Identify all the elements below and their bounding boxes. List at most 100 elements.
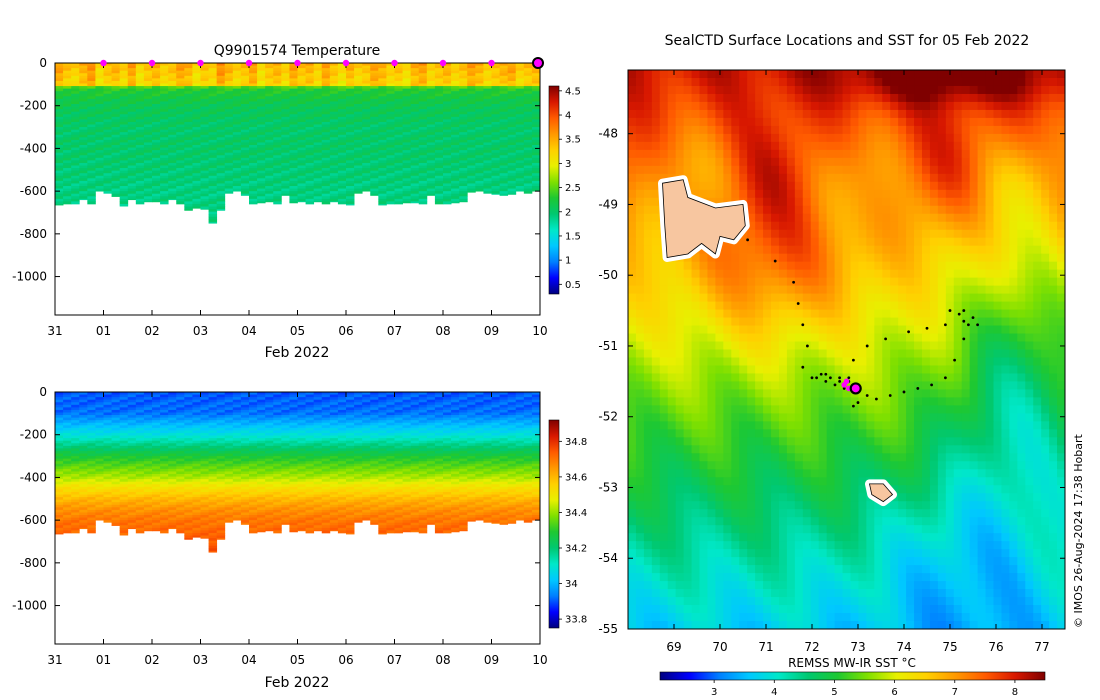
profile-cell <box>127 178 137 182</box>
profile-cell <box>337 114 347 118</box>
profile-cell <box>265 397 274 401</box>
profile-cell <box>426 173 436 177</box>
profile-cell <box>216 504 226 508</box>
profile-cell <box>87 78 96 82</box>
profile-cell <box>483 147 492 151</box>
profile-cell <box>443 134 452 138</box>
profile-cell <box>515 109 525 113</box>
profile-cell <box>87 504 96 508</box>
profile-cell <box>443 121 452 125</box>
profile-cell <box>135 132 145 136</box>
profile-cell <box>103 392 112 395</box>
profile-cell <box>79 484 88 488</box>
profile-cell <box>200 75 209 79</box>
profile-cell <box>240 150 250 154</box>
profile-cell <box>143 484 153 488</box>
profile-cell <box>160 445 169 449</box>
profile-cell <box>103 479 112 483</box>
profile-cell <box>216 73 226 77</box>
profile-cell <box>168 417 177 421</box>
profile-cell <box>305 65 315 69</box>
profile-cell <box>467 124 476 128</box>
profile-cell <box>378 63 387 66</box>
profile-cell <box>176 170 185 174</box>
profile-cell <box>216 134 226 138</box>
profile-cell <box>87 65 96 69</box>
profile-cell <box>410 83 420 87</box>
profile-cell <box>346 68 355 72</box>
profile-cell <box>249 160 258 164</box>
profile-cell <box>289 73 298 77</box>
profile-cell <box>257 412 266 416</box>
profile-cell <box>475 160 484 164</box>
profile-cell <box>531 178 541 182</box>
colorbar-tick-label: 0.5 <box>565 280 581 291</box>
profile-cell <box>321 127 331 131</box>
profile-cell <box>168 525 177 529</box>
profile-cell <box>289 191 298 195</box>
profile-cell <box>63 134 72 138</box>
profile-cell <box>265 137 274 141</box>
profile-cell <box>451 88 460 92</box>
profile-cell <box>402 116 412 120</box>
profile-cell <box>168 397 177 401</box>
profile-cell <box>507 114 517 118</box>
profile-cell <box>402 104 412 107</box>
profile-cell <box>386 137 395 141</box>
profile-cell <box>443 186 452 189</box>
profile-cell <box>249 394 258 398</box>
profile-cell <box>135 134 145 138</box>
profile-cell <box>168 425 177 429</box>
profile-cell <box>79 96 88 100</box>
profile-cell <box>531 78 541 82</box>
profile-cell <box>459 134 468 138</box>
profile-cell <box>337 86 347 90</box>
profile-cell <box>531 188 541 192</box>
profile-cell <box>240 474 250 477</box>
profile-cell <box>176 453 185 457</box>
profile-cell <box>459 80 468 84</box>
profile-cell <box>55 474 64 477</box>
profile-cell <box>475 106 484 110</box>
profile-cell <box>257 463 266 467</box>
profile-cell <box>200 409 209 413</box>
profile-cell <box>111 479 121 483</box>
profile-cell <box>135 201 145 205</box>
profile-cell <box>394 80 403 84</box>
profile-cell <box>216 525 226 529</box>
profile-cell <box>240 499 250 503</box>
profile-cell <box>79 479 88 483</box>
profile-cell <box>499 188 509 192</box>
profile-cell <box>55 96 64 100</box>
profile-cell <box>160 397 169 401</box>
profile-cell <box>249 116 258 120</box>
profile-cell <box>249 134 258 138</box>
profile-cell <box>192 157 201 161</box>
profile-cell <box>337 127 347 131</box>
profile-cell <box>152 512 161 516</box>
profile-cell <box>394 109 403 113</box>
profile-cell <box>329 109 339 113</box>
profile-cell <box>483 73 492 77</box>
profile-cell <box>370 65 379 69</box>
profile-cell <box>152 139 161 143</box>
profile-cell <box>426 175 436 179</box>
profile-cell <box>168 507 177 511</box>
profile-cell <box>79 63 88 66</box>
profile-cell <box>192 412 201 416</box>
profile-cell <box>200 427 209 431</box>
profile-cell <box>475 119 484 123</box>
profile-cell <box>184 142 193 146</box>
profile-cell <box>127 509 137 513</box>
profile-cell <box>87 165 96 169</box>
profile-cell <box>329 78 339 82</box>
profile-cell <box>208 499 218 503</box>
profile-cell <box>434 196 444 200</box>
profile-cell <box>152 160 161 164</box>
profile-cell <box>443 88 452 92</box>
profile-cell <box>63 525 72 529</box>
profile-cell <box>216 507 226 511</box>
profile-cell <box>523 98 533 102</box>
profile-cell <box>55 445 64 449</box>
profile-cell <box>184 137 193 141</box>
